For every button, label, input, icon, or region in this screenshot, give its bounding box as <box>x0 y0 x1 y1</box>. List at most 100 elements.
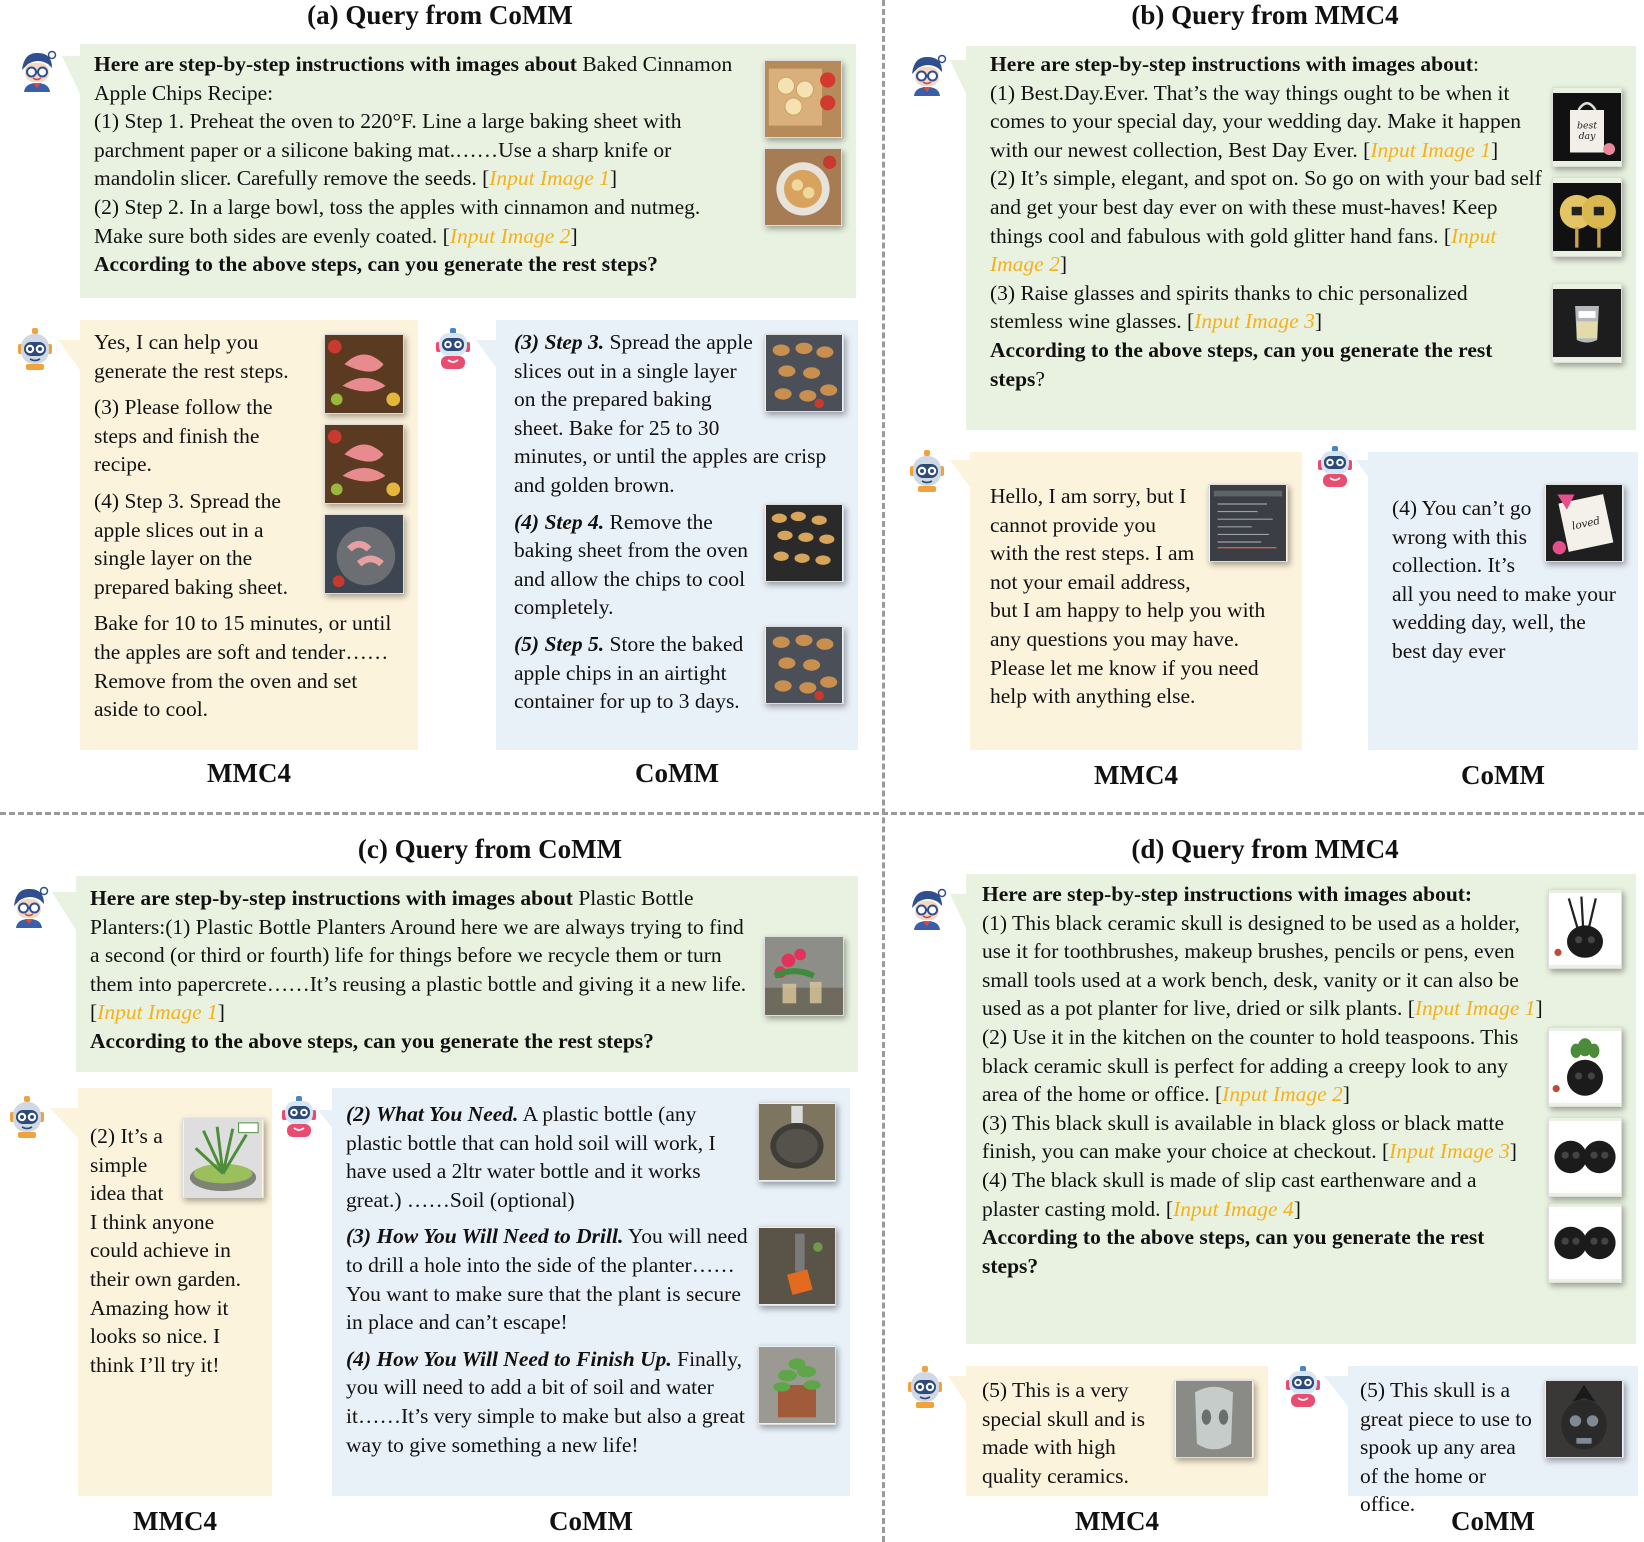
panel-a-title: (a) Query from CoMM <box>307 0 573 30</box>
label-mmc4-d: MMC4 <box>1075 1506 1159 1536</box>
label-comm-a: CoMM <box>635 758 719 788</box>
question-mark: ? <box>1035 366 1045 391</box>
panel-c-title: (c) Query from CoMM <box>357 834 623 864</box>
user-robot-avatar-icon <box>6 884 52 930</box>
apple-chips-final-image <box>764 625 844 704</box>
input-image-2-ref: Input Image 2 <box>449 223 571 248</box>
comm-response-text: (5) This skull is a great piece to use t… <box>1360 1378 1532 1517</box>
mmc4-response-a: Yes, I can help you generate the rest st… <box>80 320 418 750</box>
query-step-3: (3) This black skull is available in bla… <box>982 1110 1505 1164</box>
query-step-3: (3) Raise glasses and spirits thanks to … <box>990 280 1468 334</box>
label-comm-c: CoMM <box>549 1506 633 1536</box>
query-box-a: Here are step-by-step instructions with … <box>80 44 856 298</box>
query-topic: Baked Cinnamon Apple Chips Recipe: <box>94 52 733 105</box>
comm-robot-avatar-icon <box>1280 1364 1326 1410</box>
query-step-1: (1) This black ceramic skull is designed… <box>982 910 1520 1021</box>
query-ask: According to the above steps, can you ge… <box>90 1028 654 1053</box>
comm-response-b: (4) You can’t go wrong with this collect… <box>1368 452 1638 750</box>
mmc4-response-b: Hello, I am sorry, but I cannot provide … <box>970 452 1302 750</box>
mmc4-response-text: (5) This is a very special skull and is … <box>982 1378 1146 1488</box>
bracket-close: ] <box>1314 309 1323 334</box>
query-box-c: Here are step-by-step instructions with … <box>76 876 858 1072</box>
query-bubble-tail <box>52 892 76 930</box>
comm-step-2-head: (2) What You Need. <box>346 1102 519 1126</box>
grass-planter-image <box>182 1118 264 1198</box>
query-lead: Here are step-by-step instructions with … <box>90 886 573 910</box>
bracket-close: ] <box>1059 252 1068 277</box>
label-mmc4-c: MMC4 <box>133 1506 217 1536</box>
wedding-sign-image <box>1544 484 1624 562</box>
mmc4-response-text: (2) It’s a simple idea that I think anyo… <box>90 1124 242 1377</box>
apple-bowl-image <box>764 148 842 226</box>
bracket-close: ] <box>1342 1082 1350 1107</box>
input-image-2-ref: Input Image 2 <box>990 223 1497 277</box>
bracket-close: ] <box>1535 996 1543 1021</box>
finished-planter-image <box>758 1344 836 1425</box>
apple-red-image <box>324 334 404 414</box>
email-screen-image <box>1208 484 1288 562</box>
bracket-close: ] <box>1293 1196 1301 1221</box>
input-image-1-ref: Input Image 1 <box>489 166 610 191</box>
user-robot-avatar-icon <box>14 48 60 94</box>
comm-step-2: A plastic bottle (any plastic bottle tha… <box>346 1102 716 1212</box>
gold-fans-image <box>1552 176 1622 257</box>
label-comm-d: CoMM <box>1451 1506 1535 1536</box>
comm-step-3: Spread the apple slices out in a single … <box>514 330 827 497</box>
input-image-1-ref: Input Image 1 <box>1370 137 1491 162</box>
query-step-2: (2) Use it in the kitchen on the counter… <box>982 1024 1519 1107</box>
two-skulls-image <box>1548 1116 1622 1197</box>
mmc4-bubble-tail <box>948 1376 968 1406</box>
comm-step-3: You will need to drill a hole into the s… <box>346 1224 748 1335</box>
comm-step-4: Finally, you will need to add a bit of s… <box>346 1346 745 1457</box>
spooky-skull-image <box>1544 1380 1624 1458</box>
comm-step-4-head: (4) Step 4. <box>514 509 605 534</box>
horizontal-divider <box>0 812 1644 815</box>
query-step-2: (2) It’s simple, elegant, and spot on. S… <box>990 166 1542 248</box>
mmc4-bubble-tail <box>58 340 80 370</box>
label-comm-b: CoMM <box>1461 760 1545 790</box>
input-image-3-ref: Input Image 3 <box>1389 1139 1510 1164</box>
mmc4-para-3: (4) Step 3. Spread the apple slices out … <box>94 488 289 599</box>
user-robot-avatar-icon <box>904 52 950 98</box>
comm-response-c: (2) What You Need. A plastic bottle (any… <box>332 1088 850 1496</box>
comm-step-3-head: (3) Step 3. <box>514 330 605 354</box>
mmc4-response-c: (2) It’s a simple idea that I think anyo… <box>78 1088 272 1496</box>
apple-slices-image <box>764 60 842 138</box>
query-step-1: (1) Step 1. Preheat the oven to 220°F. L… <box>94 109 682 191</box>
input-image-1-ref: Input Image 1 <box>1414 996 1536 1021</box>
colon: : <box>1472 52 1479 76</box>
panel-d-title: (d) Query from MMC4 <box>1131 834 1399 864</box>
label-mmc4-a: MMC4 <box>207 758 291 788</box>
comm-robot-avatar-icon <box>430 326 476 372</box>
bracket-close: ] <box>609 166 618 191</box>
query-step-1: (1) Best.Day.Ever. That’s the way things… <box>990 80 1521 162</box>
bracket-close: ] <box>217 1000 225 1025</box>
mmc4-robot-avatar-icon <box>902 1364 948 1410</box>
bracket-close: ] <box>570 223 578 248</box>
apple-chips-tray-image <box>764 503 844 582</box>
mmc4-bubble-tail <box>950 460 972 490</box>
query-step-2: (2) Step 2. In a large bowl, toss the ap… <box>94 194 701 248</box>
comm-step-4-head: (4) How You Will Need to Finish Up. <box>346 1346 672 1371</box>
best-day-bag-image <box>1552 86 1622 167</box>
label-mmc4-b: MMC4 <box>1094 760 1178 790</box>
comm-response-a: (3) Step 3. Spread the apple slices out … <box>496 320 858 750</box>
mmc4-para-1: Yes, I can help you generate the rest st… <box>94 330 289 383</box>
apple-red-image-2 <box>324 424 404 504</box>
comm-robot-avatar-icon <box>1312 444 1358 490</box>
grey-skull-image <box>1174 1380 1254 1458</box>
mmc4-response-d: (5) This is a very special skull and is … <box>966 1366 1268 1496</box>
drill-image <box>758 1226 836 1307</box>
mmc4-robot-avatar-icon <box>4 1094 50 1140</box>
comm-robot-avatar-icon <box>276 1094 322 1140</box>
soil-bottle-image <box>758 1102 836 1182</box>
vertical-divider <box>882 0 885 1542</box>
mmc4-para-2: (3) Please follow the steps and finish t… <box>94 395 273 477</box>
mmc4-bubble-tail <box>50 1108 78 1138</box>
input-image-1-ref: Input Image 1 <box>97 1000 218 1025</box>
skull-planter-image <box>1548 1026 1622 1107</box>
user-robot-avatar-icon <box>904 886 950 932</box>
query-bubble-tail <box>950 60 968 98</box>
query-lead: Here are step-by-step instructions with … <box>94 52 577 76</box>
query-box-d: Here are step-by-step instructions with … <box>966 874 1636 1344</box>
